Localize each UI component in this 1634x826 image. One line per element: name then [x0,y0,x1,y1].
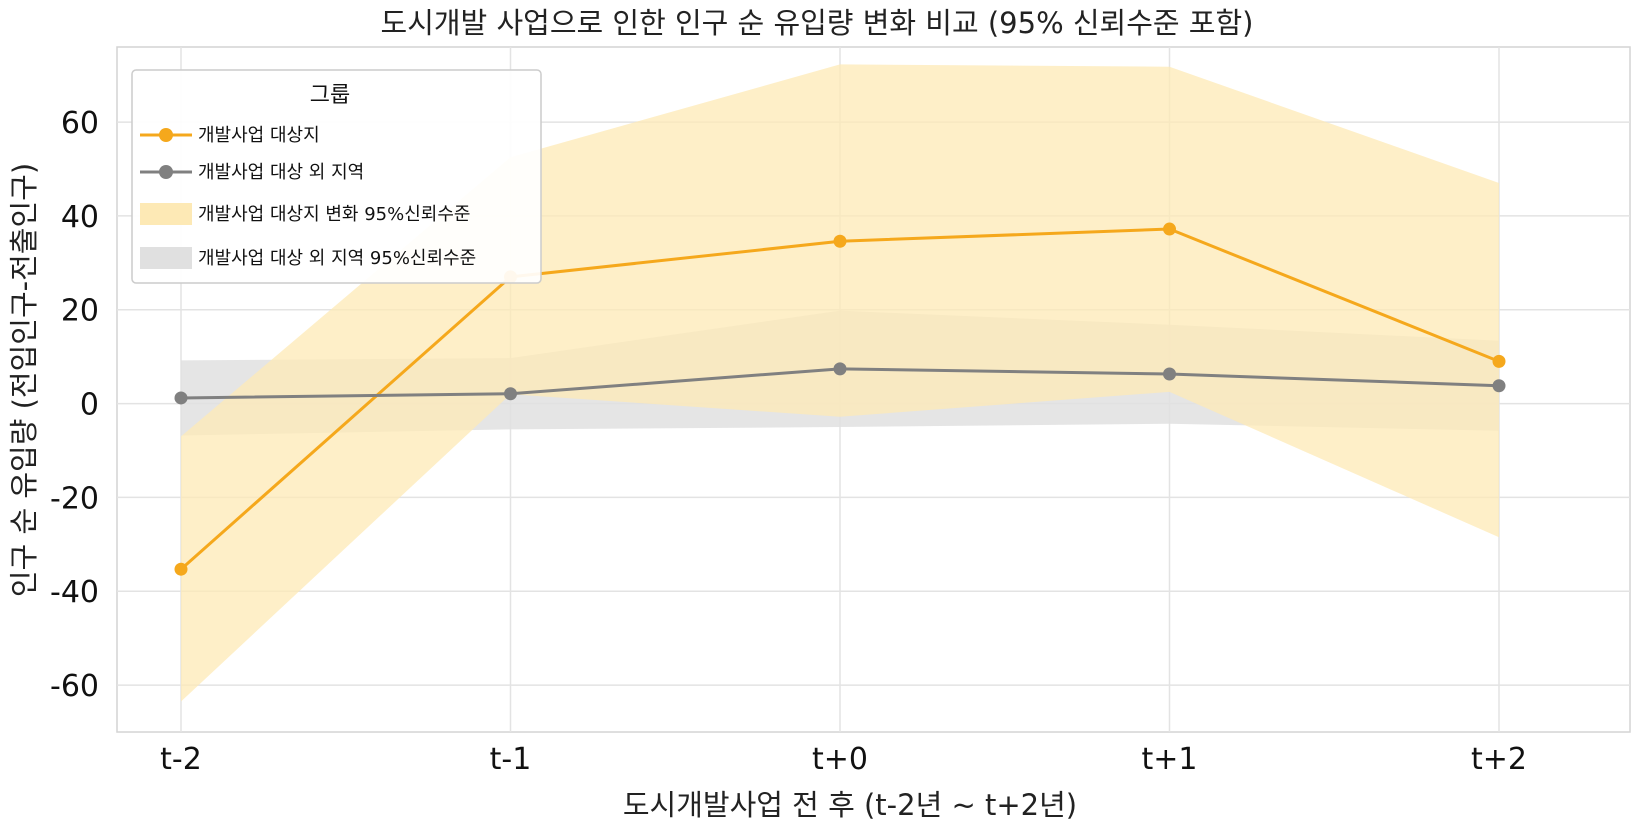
y-tick-label: -40 [50,575,99,610]
legend-label-other-band: 개발사업 대상 외 지역 95%신뢰수준 [198,248,476,269]
y-tick-label: -60 [50,669,99,704]
x-tick-label: t+1 [1142,742,1198,777]
y-tick-label: 20 [61,294,99,329]
data-point-target [1163,222,1176,236]
data-point-target [1492,354,1506,368]
y-axis-label: 인구 순 유입량 (전입인구-전출인구) [7,163,41,597]
legend: 그룹 개발사업 대상지 개발사업 대상 외 지역 개발사업 대상지 변화 95%… [131,69,542,284]
data-point-other [504,387,517,401]
legend-entry-other-band: 개발사업 대상 외 지역 95%신뢰수준 [140,247,476,269]
legend-entry-target-band: 개발사업 대상지 변화 95%신뢰수준 [140,203,470,225]
legend-title: 그룹 [310,83,350,108]
x-axis-label: 도시개발사업 전 후 (t-2년 ~ t+2년) [623,788,1077,822]
legend-label-target-band: 개발사업 대상지 변화 95%신뢰수준 [198,204,470,225]
data-point-target [174,562,188,576]
x-tick-label: t+2 [1471,742,1527,777]
chart-title: 도시개발 사업으로 인한 인구 순 유입량 변화 비교 (95% 신뢰수준 포함… [381,6,1254,40]
data-point-other [1492,379,1506,393]
y-tick-label: 60 [61,106,99,141]
y-tick-label: -20 [50,481,99,516]
data-point-target [833,234,847,248]
y-tick-label: 0 [80,388,99,423]
legend-label-other: 개발사업 대상 외 지역 [198,162,364,183]
y-tick-label: 40 [61,200,99,235]
legend-entry-target-line: 개발사업 대상지 [140,125,320,146]
data-point-other [1163,367,1176,381]
legend-label-target: 개발사업 대상지 [198,125,320,146]
legend-swatch-target-band [140,203,192,225]
x-tick-label: t+0 [812,742,868,777]
legend-swatch-other-marker [159,165,173,179]
data-point-other [833,362,847,376]
legend-swatch-target-marker [159,128,173,142]
legend-box [131,69,542,284]
x-tick-labels: t-2 t-1 t+0 t+1 t+2 [160,742,1527,777]
data-point-other [174,391,188,405]
y-tick-labels: -60 -40 -20 0 20 40 60 [50,106,99,704]
legend-swatch-other-band [140,247,192,269]
legend-entry-other-line: 개발사업 대상 외 지역 [140,162,364,183]
x-tick-label: t-1 [490,742,532,777]
x-tick-label: t-2 [160,742,202,777]
